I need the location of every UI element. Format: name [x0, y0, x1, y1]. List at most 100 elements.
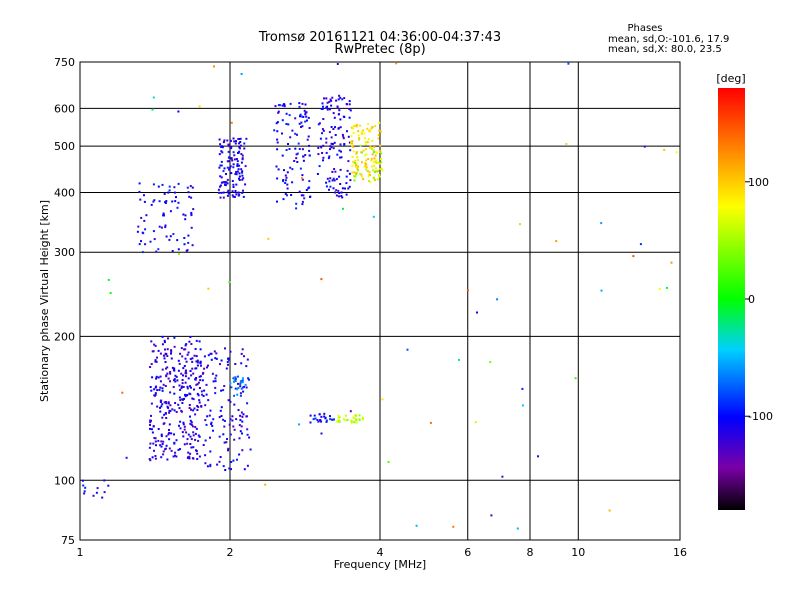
- data-point: [235, 418, 238, 421]
- data-point: [379, 150, 382, 152]
- data-point: [295, 202, 298, 205]
- data-point: [161, 389, 164, 392]
- data-point: [223, 385, 226, 387]
- data-point: [474, 421, 477, 424]
- data-point: [337, 98, 340, 101]
- data-point: [179, 352, 182, 355]
- data-point: [199, 375, 202, 378]
- data-point: [352, 160, 355, 163]
- data-point: [318, 413, 321, 416]
- data-point: [224, 469, 227, 471]
- data-point: [222, 465, 225, 468]
- data-point: [357, 130, 360, 133]
- data-point: [196, 392, 199, 395]
- data-point: [179, 448, 181, 451]
- data-point: [351, 144, 354, 147]
- data-point: [151, 456, 154, 459]
- data-point: [354, 174, 357, 177]
- data-point: [276, 200, 278, 203]
- data-point: [225, 173, 227, 175]
- data-point: [161, 335, 164, 338]
- data-point: [276, 130, 279, 133]
- data-point: [224, 347, 226, 350]
- data-point: [230, 172, 233, 175]
- data-point: [150, 428, 153, 431]
- data-point: [363, 132, 366, 135]
- data-point: [334, 191, 336, 194]
- data-point: [356, 156, 359, 159]
- data-point: [227, 156, 230, 159]
- data-point: [183, 443, 186, 446]
- stats-heading: Phases: [627, 23, 662, 34]
- data-point: [380, 130, 382, 133]
- data-point: [82, 484, 85, 487]
- data-point: [174, 454, 176, 457]
- data-point: [149, 442, 152, 445]
- data-point: [286, 187, 289, 190]
- colorbar-tick-label: -100: [748, 410, 773, 423]
- data-point: [229, 165, 232, 168]
- data-point: [281, 119, 284, 122]
- data-point: [219, 164, 222, 167]
- data-point: [364, 141, 367, 144]
- data-point: [231, 415, 234, 418]
- data-point: [154, 394, 156, 397]
- data-point: [143, 200, 146, 203]
- data-point: [238, 172, 241, 175]
- data-point: [246, 402, 249, 405]
- data-point: [238, 437, 241, 440]
- data-point: [228, 168, 230, 171]
- data-point: [365, 168, 368, 171]
- data-point: [245, 386, 248, 389]
- data-point: [191, 357, 194, 360]
- data-point: [632, 255, 635, 258]
- data-point: [149, 366, 152, 368]
- data-point: [152, 442, 155, 445]
- data-point: [195, 355, 198, 358]
- data-point: [103, 479, 106, 482]
- data-point: [192, 398, 195, 401]
- data-point: [177, 182, 180, 185]
- data-point: [218, 153, 221, 156]
- data-point: [168, 438, 171, 441]
- data-point: [326, 101, 329, 104]
- data-point: [352, 146, 355, 149]
- data-point: [186, 442, 189, 445]
- data-point: [225, 441, 228, 444]
- data-point: [191, 367, 194, 370]
- data-point: [243, 355, 245, 358]
- data-point: [348, 116, 351, 119]
- data-point: [329, 185, 332, 188]
- data-point: [371, 148, 373, 150]
- data-point: [219, 363, 221, 366]
- data-point: [172, 386, 175, 388]
- data-point: [276, 148, 279, 151]
- data-point: [337, 416, 340, 419]
- data-point: [176, 379, 179, 382]
- data-point: [301, 203, 304, 206]
- data-point: [238, 142, 241, 145]
- data-point: [297, 142, 300, 145]
- data-point: [187, 241, 190, 244]
- data-point: [167, 191, 170, 194]
- data-point: [355, 162, 358, 165]
- data-point: [304, 103, 307, 106]
- data-point: [165, 417, 168, 419]
- data-point: [238, 179, 241, 181]
- data-point: [203, 355, 206, 358]
- data-point: [230, 121, 233, 124]
- data-point: [226, 166, 229, 169]
- data-point: [355, 125, 358, 128]
- data-point: [295, 157, 298, 160]
- data-point: [188, 457, 191, 460]
- data-point: [237, 151, 240, 154]
- data-point: [284, 174, 287, 177]
- data-point: [346, 169, 349, 172]
- data-point: [237, 375, 239, 378]
- data-point: [209, 465, 212, 468]
- data-point: [354, 175, 357, 178]
- data-point: [323, 412, 326, 415]
- data-point: [323, 415, 326, 418]
- data-point: [203, 367, 206, 370]
